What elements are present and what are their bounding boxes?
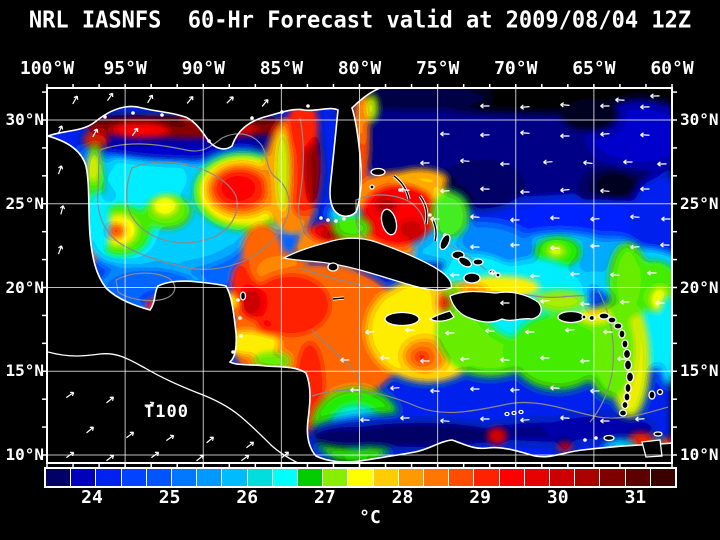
- lon-tick-label: 65°W: [572, 58, 616, 79]
- colorbar-segment: [398, 469, 424, 486]
- colorbar-tick-label: 24: [81, 487, 103, 508]
- colorbar-segment: [323, 469, 348, 486]
- lat-tick-label: 30°N: [5, 110, 44, 129]
- colorbar-segment: [71, 469, 96, 486]
- colorbar-tick-label: 31: [624, 487, 647, 508]
- colorbar-segment: [575, 469, 600, 486]
- colorbar-segment: [121, 469, 146, 486]
- colorbar-segment: [650, 469, 676, 486]
- colorbar-segment: [348, 469, 373, 486]
- lat-tick-label: 15°N: [680, 361, 719, 381]
- colorbar-tick-label: 30: [546, 487, 569, 508]
- lat-tick-label: 30°N: [680, 110, 719, 129]
- axis-ticks: [42, 84, 677, 467]
- lat-tick-label: 15°N: [5, 361, 44, 381]
- colorbar-segment: [197, 469, 222, 486]
- colorbar-segment: [524, 469, 550, 486]
- lon-tick-label: 80°W: [337, 58, 382, 79]
- colorbar-segment: [298, 469, 323, 486]
- colorbar-segment: [499, 469, 524, 486]
- lon-tick-label: 85°W: [259, 58, 304, 79]
- colorbar-segment: [146, 469, 172, 486]
- colorbar-segment: [172, 469, 197, 486]
- colorbar-tick-label: 29: [469, 487, 491, 508]
- colorbar-segment: [373, 469, 398, 486]
- islands: [239, 167, 664, 458]
- field-label: T100: [144, 402, 189, 422]
- colorbar-segment: [96, 469, 121, 486]
- current-vectors: [57, 92, 671, 462]
- lat-tick-label: 25°N: [5, 193, 44, 213]
- colorbar-segment: [449, 469, 474, 486]
- colorbar-tick-label: 25: [158, 487, 181, 508]
- lat-tick-label: 10°N: [680, 445, 719, 464]
- colorbar-tick-label: 26: [236, 487, 259, 508]
- colorbar-segment: [625, 469, 650, 486]
- colorbar-unit: °C: [359, 507, 381, 528]
- colorbar-tick-label: 28: [391, 487, 414, 508]
- colorbar-segment: [247, 469, 272, 486]
- colorbar-segment: [222, 469, 247, 486]
- colorbar-segment: [424, 469, 449, 486]
- plot-title: NRL IASNFS 60-Hr Forecast valid at 2009/…: [28, 7, 692, 34]
- colorbar-segment: [474, 469, 499, 486]
- lon-tick-label: 70°W: [494, 58, 538, 79]
- lon-tick-label: 100°W: [19, 58, 75, 79]
- colorbar-segment: [550, 469, 575, 486]
- lon-tick-label: 95°W: [103, 58, 147, 79]
- colorbar-tick-label: 27: [314, 487, 336, 508]
- lon-tick-label: 90°W: [181, 58, 225, 79]
- coastlines: [48, 89, 671, 462]
- graticule: [47, 88, 672, 463]
- lat-tick-label: 25°N: [680, 193, 719, 213]
- lon-tick-label: 75°W: [415, 58, 460, 79]
- colorbar-segment: [600, 469, 625, 486]
- lon-tick-label: 60°W: [650, 58, 694, 79]
- colorbar-segment: [46, 469, 71, 486]
- colorbar-segment: [272, 469, 298, 486]
- lat-tick-label: 20°N: [680, 277, 719, 297]
- lat-tick-label: 10°N: [5, 445, 44, 464]
- colorbar: [44, 467, 677, 488]
- lat-tick-label: 20°N: [5, 277, 44, 297]
